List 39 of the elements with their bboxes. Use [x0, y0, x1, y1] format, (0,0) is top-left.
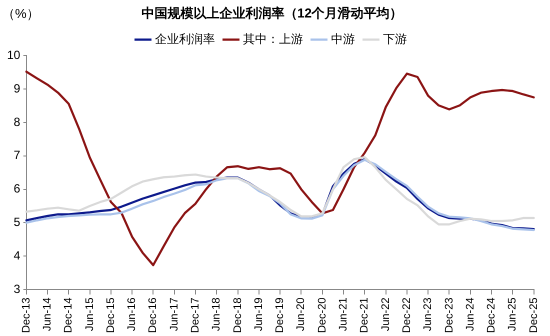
- x-tick-label: Jun-18: [210, 298, 223, 332]
- x-tick-label: Jun-25: [506, 298, 519, 332]
- x-tick-label: Jun-15: [84, 298, 96, 332]
- x-tick-label: Jun-16: [126, 298, 138, 332]
- chart-title: 中国规模以上企业利润率（12个月滑动平均）: [141, 5, 403, 20]
- x-tick-label: Dec-21: [358, 298, 371, 334]
- legend-label: 下游: [383, 32, 407, 46]
- y-tick-label: 3: [14, 282, 21, 296]
- y-tick-label: 6: [14, 182, 21, 196]
- y-axis-title: （%）: [2, 6, 40, 22]
- x-tick-label: Jun-19: [252, 298, 265, 332]
- y-tick-label: 5: [14, 215, 21, 230]
- y-tick-label: 10: [6, 48, 21, 62]
- x-tick-label: Dec-14: [62, 298, 75, 334]
- x-tick-label: Dec-19: [274, 298, 286, 334]
- x-tick-label: Dec-13: [20, 298, 32, 334]
- x-tick-label: Jun-20: [295, 298, 308, 332]
- legend-label: 企业利润率: [155, 32, 215, 46]
- x-tick-label: Jun-17: [168, 298, 180, 332]
- x-tick-label: Jun-23: [422, 298, 434, 332]
- y-tick-label: 7: [14, 148, 21, 162]
- x-tick-label: Dec-22: [400, 298, 413, 334]
- legend-label: 中游: [331, 32, 355, 46]
- y-tick-label: 8: [14, 114, 21, 129]
- x-tick-label: Dec-24: [486, 298, 498, 334]
- x-tick-label: Dec-17: [190, 298, 202, 334]
- x-tick-label: Dec-23: [443, 298, 456, 334]
- x-tick-label: Dec-25: [528, 298, 540, 334]
- x-tick-label: Jun-14: [42, 298, 54, 332]
- x-tick-label: Dec-15: [104, 298, 117, 334]
- x-tick-label: Dec-16: [147, 298, 160, 334]
- legend-label: 其中：上游: [243, 32, 303, 46]
- x-tick-label: Dec-18: [232, 298, 244, 334]
- y-tick-label: 4: [14, 248, 21, 262]
- x-tick-label: Jun-22: [380, 298, 392, 332]
- y-tick-label: 9: [14, 81, 21, 96]
- x-tick-label: Jun-21: [338, 298, 350, 332]
- x-tick-label: Dec-20: [316, 298, 328, 334]
- x-tick-label: Jun-24: [464, 298, 476, 332]
